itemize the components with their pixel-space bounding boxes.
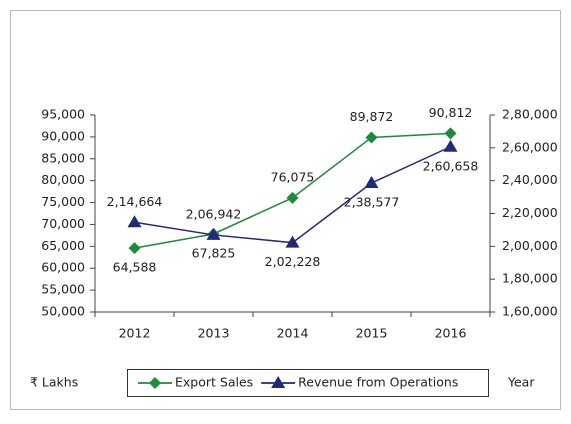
marker bbox=[444, 127, 457, 140]
data-label: 90,812 bbox=[429, 105, 473, 120]
y-tick-label: 55,000 bbox=[41, 282, 85, 297]
y-tick-label: 95,000 bbox=[41, 107, 85, 122]
marker bbox=[443, 139, 458, 152]
y2-tick-label: 2,00,000 bbox=[502, 238, 558, 253]
y2-tick-label: 2,60,000 bbox=[502, 139, 558, 154]
legend-label: Export Sales bbox=[175, 375, 253, 390]
x-tick-label: 2013 bbox=[198, 326, 230, 341]
data-label: 67,825 bbox=[192, 245, 236, 260]
y-tick-label: 70,000 bbox=[41, 216, 85, 231]
data-label: 2,14,664 bbox=[107, 194, 163, 209]
data-label: 76,075 bbox=[271, 169, 315, 184]
marker bbox=[365, 131, 378, 144]
marker bbox=[206, 227, 221, 240]
marker bbox=[285, 235, 300, 248]
chart-border bbox=[10, 10, 561, 410]
y-tick-label: 90,000 bbox=[41, 128, 85, 143]
x-tick-label: 2016 bbox=[435, 326, 467, 341]
data-label: 2,06,942 bbox=[186, 206, 242, 221]
x-tick-label: 2014 bbox=[277, 326, 309, 341]
legend-box bbox=[127, 369, 489, 397]
data-label: 2,60,658 bbox=[423, 158, 479, 173]
y-tick-label: 75,000 bbox=[41, 194, 85, 209]
marker bbox=[364, 176, 379, 189]
y-tick-label: 65,000 bbox=[41, 238, 85, 253]
y2-tick-label: 2,80,000 bbox=[502, 107, 558, 122]
y-tick-label: 80,000 bbox=[41, 172, 85, 187]
marker bbox=[286, 191, 299, 204]
x-tick-label: 2015 bbox=[356, 326, 388, 341]
data-label: 2,02,228 bbox=[265, 254, 321, 269]
y-axis-label: ₹ Lakhs bbox=[30, 375, 78, 390]
y2-tick-label: 2,40,000 bbox=[502, 172, 558, 187]
legend-label: Revenue from Operations bbox=[298, 375, 458, 390]
y2-tick-label: 2,20,000 bbox=[502, 205, 558, 220]
y-tick-label: 60,000 bbox=[41, 260, 85, 275]
y2-tick-label: 1,60,000 bbox=[502, 304, 558, 319]
marker bbox=[127, 215, 142, 228]
data-label: 64,588 bbox=[113, 260, 157, 275]
legend-marker bbox=[271, 376, 286, 388]
y-tick-label: 85,000 bbox=[41, 150, 85, 165]
data-label: 89,872 bbox=[350, 109, 394, 124]
marker bbox=[128, 242, 141, 255]
y-tick-label: 50,000 bbox=[41, 304, 85, 319]
legend-marker bbox=[149, 377, 161, 389]
x-axis-label: Year bbox=[507, 375, 535, 390]
data-label: 2,38,577 bbox=[344, 195, 400, 210]
y2-tick-label: 1,80,000 bbox=[502, 271, 558, 286]
x-tick-label: 2012 bbox=[119, 326, 151, 341]
